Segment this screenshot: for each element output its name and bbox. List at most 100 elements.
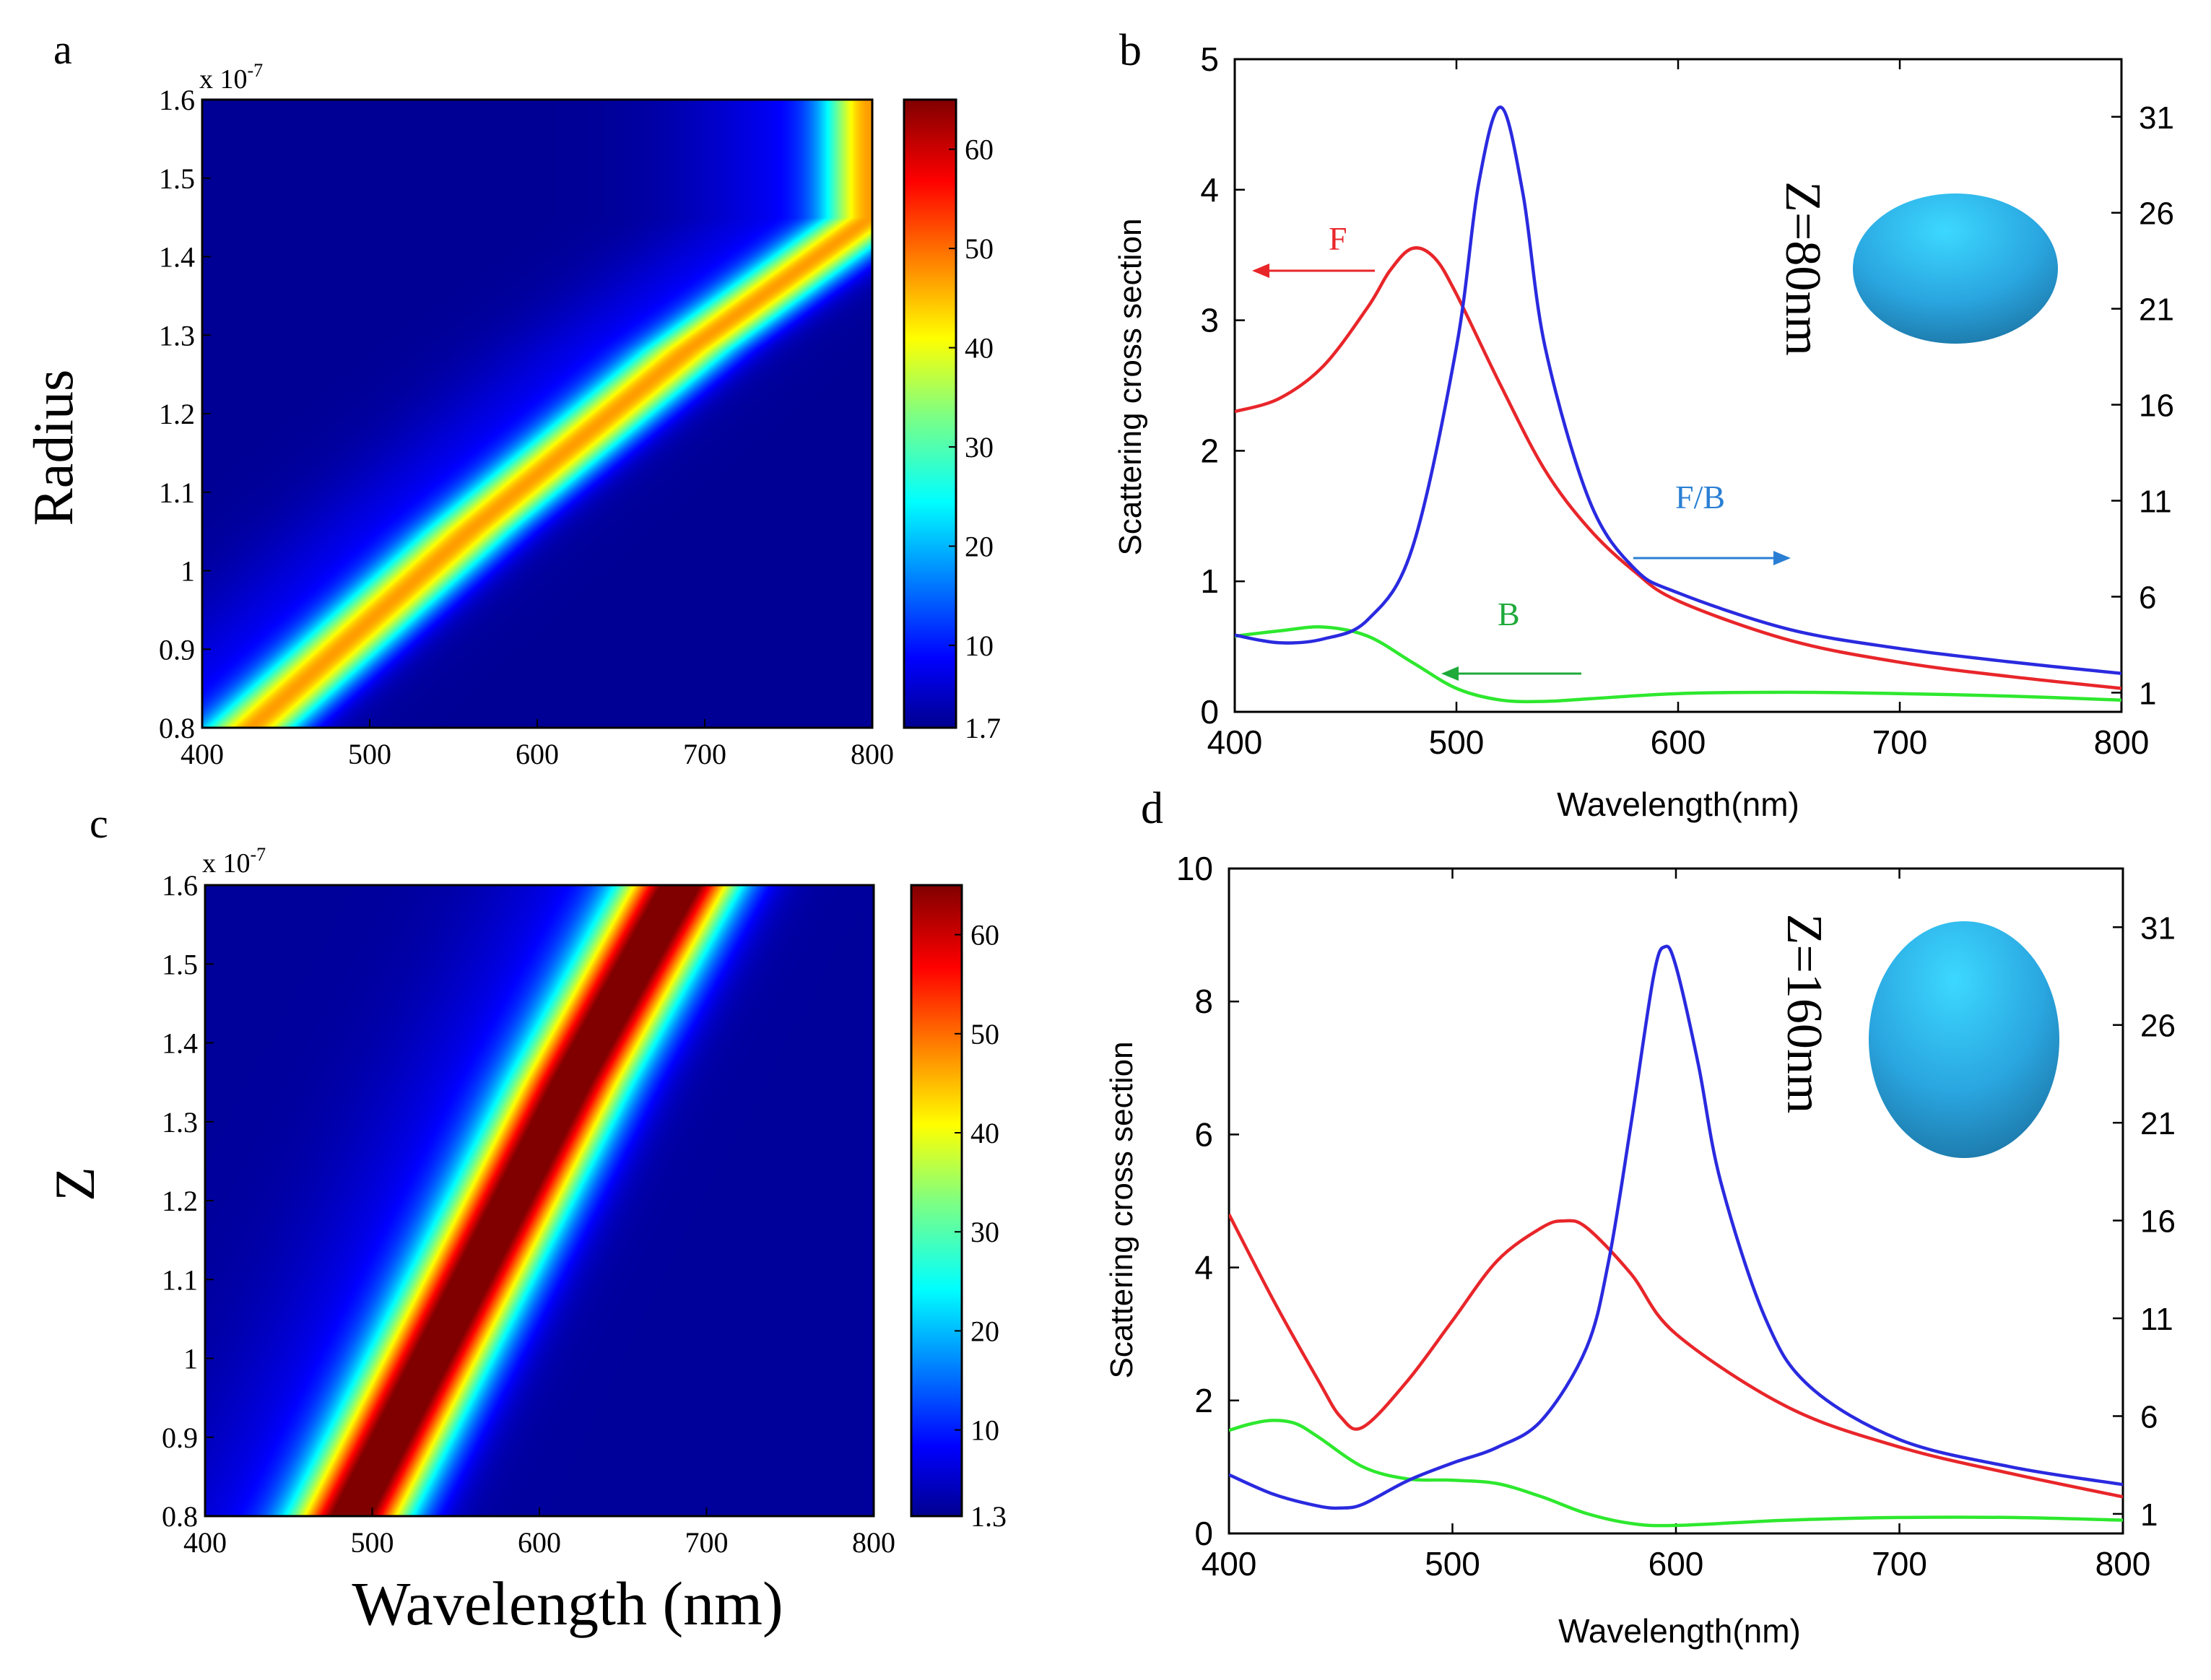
panel-a-letter: a (53, 26, 72, 73)
panel-c-ytick-label: 1.1 (162, 1263, 198, 1296)
panel-c-xtick-label: 600 (518, 1526, 561, 1559)
panel-c-ytick-label: 1.2 (162, 1185, 198, 1217)
panel-c-ytick-label: 1.6 (162, 869, 198, 902)
panel-c-ytick-label: 1.5 (162, 948, 198, 980)
panel-a-colorbar (903, 98, 957, 729)
panel-d-xlabel: Wavelength(nm) (1558, 1612, 1801, 1650)
panel-b-label-B: B (1498, 596, 1520, 632)
panel-b-ytick-left-label: 5 (1200, 40, 1219, 78)
panel-d-ytick-right-label: 16 (2140, 1204, 2176, 1240)
panel-d-ytick-left-label: 6 (1194, 1115, 1213, 1153)
panel-a-ytick-label: 1.6 (159, 84, 195, 116)
panel-a-ytick-label: 1.4 (159, 241, 195, 274)
panel-b-ytick-right-label: 11 (2139, 484, 2172, 520)
panel-d-ytick-right-label: 6 (2140, 1399, 2158, 1435)
panel-d-ytick-right-label: 31 (2140, 910, 2176, 946)
panel-b-annotation: Z=80nm (1775, 181, 1830, 356)
panel-c-colorbar (910, 884, 963, 1518)
panel-a-multiplier-exp: -7 (248, 60, 264, 81)
panel-c-axes: 400 500 600 700 800 0.8 0.9 1 1.1 1.2 1.3 1.4 1.5 1.6 (162, 869, 895, 1559)
panel-b-ytick-left-label: 0 (1200, 693, 1219, 731)
panel-a-multiplier: x 10-7 (199, 60, 263, 95)
panel-b-ytick-right-label: 1 (2139, 676, 2156, 711)
panel-a-cbar-tick-label: 30 (965, 431, 994, 463)
panel-b-xtick-label: 700 (1872, 723, 1928, 761)
panel-d-particle-ellipsoid (1869, 921, 2059, 1158)
panel-b-series-b (1235, 625, 2121, 704)
panel-a-xtick-label: 800 (851, 738, 894, 770)
panel-b-xtick-label: 600 (1651, 723, 1706, 761)
panel-c-cbar-tick-label: 20 (970, 1315, 999, 1347)
panel-a-ytick-label: 1.2 (159, 398, 195, 430)
panel-c-cbar-tick-label: 60 (970, 919, 999, 952)
panel-d-ytick-right-label: 11 (2140, 1302, 2173, 1337)
panel-b-arrowhead-FB (1773, 551, 1791, 565)
panel-c-cbar-tick-label: 40 (970, 1117, 999, 1149)
panel-b-particle-ellipsoid (1853, 193, 2058, 344)
panel-b-lines (1235, 105, 2121, 704)
panel-b-xtick-label: 400 (1207, 723, 1263, 761)
panel-a-heatmap (202, 100, 872, 728)
panel-b-arrowhead-B (1441, 666, 1459, 681)
panel-c-ytick-label: 0.9 (162, 1422, 198, 1454)
panel-b-xtick-label: 800 (2094, 723, 2150, 761)
panel-d-annotation: Z=160nm (1776, 914, 1832, 1114)
panel-b-letter: b (1119, 26, 1142, 75)
panel-c-cbar-tick-label: 50 (970, 1018, 999, 1050)
panel-a-cbar-tick-label: 10 (965, 630, 994, 662)
panel-a-cbar-tick-label: 20 (965, 530, 994, 562)
panel-a-ytick-label: 0.8 (159, 712, 195, 744)
panel-b-ylabel: Scattering cross section (1113, 218, 1148, 555)
panel-a-colorbar-ticks: 1.7 10 20 30 40 50 60 (949, 134, 1001, 744)
panel-c-heatmap (205, 885, 874, 1516)
panel-d-ytick-left-label: 8 (1194, 983, 1213, 1020)
panel-b-ytick-left-label: 1 (1200, 562, 1219, 600)
panel-c-xtick-label: 800 (852, 1526, 895, 1559)
panel-c-multiplier-exp: -7 (251, 844, 266, 865)
panel-c-letter: c (90, 800, 108, 847)
panel-c-multiplier: x 10-7 (202, 844, 266, 879)
panel-a-cbar-tick-label: 40 (965, 332, 994, 365)
panel-b-ytick-right-label: 21 (2139, 292, 2174, 328)
panel-d-ytick-left-label: 10 (1176, 850, 1213, 887)
panel-d-xtick-label: 800 (2095, 1545, 2151, 1583)
panel-a-ytick-label: 1 (181, 555, 195, 588)
panel-a-ytick-label: 1.3 (159, 319, 195, 352)
panel-d-ytick-left-label: 0 (1194, 1515, 1213, 1552)
panel-a-xtick-label: 500 (348, 738, 391, 770)
panel-c-ylabel: Z (43, 1167, 106, 1201)
panel-d-ytick-right-label: 1 (2140, 1497, 2158, 1533)
panel-b-ytick-left-label: 3 (1200, 302, 1219, 339)
panel-d-series-f (1229, 1213, 2123, 1499)
panel-b-arrowhead-F (1252, 264, 1269, 278)
panel-a-cbar-tick-label: 50 (965, 232, 994, 265)
panel-c-xtick-label: 500 (351, 1526, 394, 1559)
panel-d-xtick-label: 500 (1425, 1545, 1480, 1583)
panel-b-series-f (1235, 246, 2121, 690)
panel-c: c 400 500 600 700 800 0.8 0.9 1 1.1 1.2 1.3 1.4 1.5 1… (43, 800, 1007, 1638)
panel-c-ytick-label: 1.4 (162, 1027, 198, 1060)
panel-b-ytick-right-label: 26 (2139, 196, 2174, 232)
panel-c-colorbar-ticks: 1.3 10 20 30 40 50 60 (955, 919, 1007, 1533)
panel-a-xtick-label: 700 (683, 738, 726, 770)
panel-a-ylabel: Radius (22, 370, 84, 526)
panel-d-ytick-left-label: 2 (1194, 1382, 1213, 1419)
panel-d-ytick-left-label: 4 (1194, 1249, 1213, 1287)
panel-c-xtick-label: 700 (685, 1526, 729, 1559)
panel-b-xtick-label: 500 (1429, 723, 1485, 761)
panel-b-ytick-right-label: 6 (2139, 580, 2156, 615)
panel-b-frame (1233, 58, 2123, 713)
panel-a-multiplier-base: x 10 (199, 64, 248, 95)
panel-d-ytick-right-label: 21 (2140, 1106, 2176, 1141)
panel-b-label-F: F (1329, 220, 1347, 257)
panel-d-series-fb (1229, 944, 2123, 1510)
panel-a-cbar-tick-label: 1.7 (965, 712, 1001, 744)
panel-b-ytick-left-label: 2 (1200, 432, 1219, 469)
panel-a-xtick-label: 400 (181, 738, 224, 770)
panel-a-ytick-label: 1.5 (159, 162, 195, 195)
panel-a: a 400 500 600 700 800 0.8 0.9 1 1.1 1.2 1.3 1.4 1.5 1… (22, 26, 1001, 770)
panel-c-ytick-label: 1.3 (162, 1106, 198, 1139)
